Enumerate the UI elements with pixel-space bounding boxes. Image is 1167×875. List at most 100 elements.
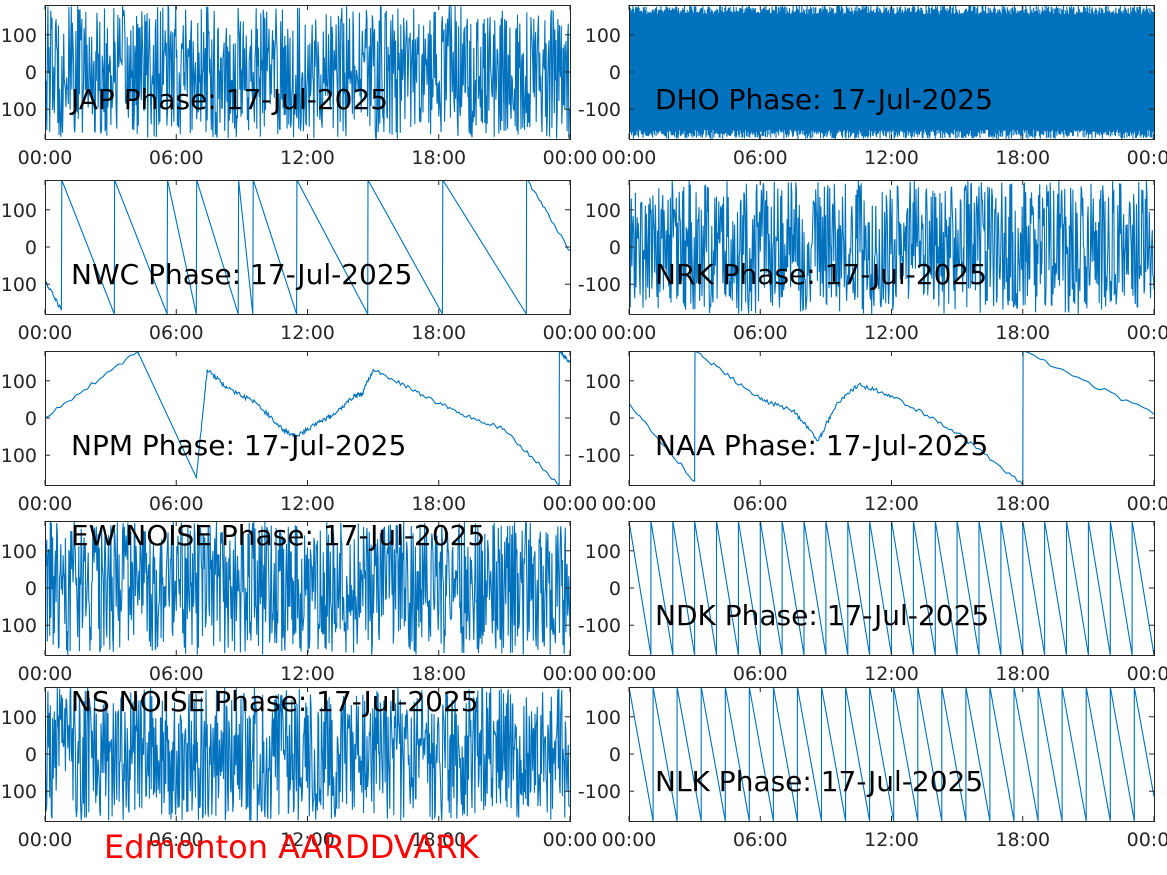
- y-tick-label: 100: [1, 541, 37, 563]
- plot-frame: [629, 351, 1155, 486]
- y-tick-label: 0: [25, 237, 37, 259]
- x-tick-label: 06:00: [149, 663, 204, 685]
- x-tick-label: 06:00: [149, 829, 204, 851]
- y-tick-label: 0: [25, 408, 37, 430]
- y-tick-label: -100: [578, 274, 621, 296]
- y-tick-label: 0: [609, 237, 621, 259]
- y-tick-label: 0: [609, 408, 621, 430]
- series-line-dho: [629, 5, 1154, 139]
- x-tick-label: 18:00: [995, 493, 1050, 515]
- x-tick-label: 00:00: [18, 322, 73, 344]
- chart-title-naa: NAA Phase: 17-Jul-2025: [655, 429, 988, 462]
- x-tick-label: 18:00: [995, 663, 1050, 685]
- x-tick-label: 00:00: [18, 493, 73, 515]
- x-tick-label: 12:00: [864, 493, 919, 515]
- chart-dho: 100 0 -100 00:00 06:00 12:00 18:00 00:00 DHO Pha…: [578, 5, 1167, 169]
- series-line-nwc: [45, 180, 570, 314]
- x-tick-label: 18:00: [411, 493, 466, 515]
- y-tick-label: -100: [578, 99, 621, 121]
- y-tick-label: 100: [1, 25, 37, 47]
- x-tick-label: 00:00: [602, 147, 657, 169]
- chart-npm: 100 0 100 00:00 06:00 12:00 18:00 00:00 NPM Phas…: [1, 351, 598, 515]
- y-tick-label: 0: [25, 744, 37, 766]
- x-tick-label: 00:00: [543, 147, 598, 169]
- y-tick-label: 100: [585, 371, 621, 393]
- y-tick-label: -100: [578, 781, 621, 803]
- y-tick-label: 0: [609, 62, 621, 84]
- chart-title-nwc: NWC Phase: 17-Jul-2025: [71, 258, 412, 291]
- x-tick-label: 00:00: [543, 663, 598, 685]
- x-tick-label: 06:00: [149, 147, 204, 169]
- chart-nwc: 100 0 100 00:00 06:00 12:00 18:00 00:00 NWC Phas…: [1, 180, 598, 344]
- x-tick-label: 18:00: [995, 322, 1050, 344]
- y-tick-label: 100: [1, 781, 37, 803]
- chart-title-nrk: NRK Phase: 17-Jul-2025: [655, 258, 987, 291]
- x-tick-label: 00:00: [18, 147, 73, 169]
- x-tick-label: 00:00: [543, 322, 598, 344]
- y-tick-label: 100: [585, 25, 621, 47]
- x-tick-label: 18:00: [411, 829, 466, 851]
- chart-title-jap: JAP Phase: 17-Jul-2025: [69, 83, 388, 116]
- x-tick-label: 18:00: [995, 147, 1050, 169]
- x-tick-label: 12:00: [864, 663, 919, 685]
- x-tick-label: 00:00: [1127, 663, 1167, 685]
- y-tick-label: 100: [1, 274, 37, 296]
- chart-ndk: 100 0 -100 00:00 06:00 12:00 18:00 00:00 NDK Pha…: [578, 521, 1167, 685]
- plot-frame: [629, 687, 1155, 822]
- x-tick-label: 06:00: [733, 322, 788, 344]
- x-tick-label: 00:00: [18, 663, 73, 685]
- y-tick-label: 100: [1, 445, 37, 467]
- x-tick-label: 06:00: [733, 147, 788, 169]
- y-tick-label: 0: [25, 578, 37, 600]
- y-tick-label: 100: [1, 200, 37, 222]
- x-tick-label: 00:00: [602, 663, 657, 685]
- x-tick-label: 12:00: [280, 147, 335, 169]
- x-tick-label: 00:00: [602, 829, 657, 851]
- x-tick-label: 06:00: [149, 493, 204, 515]
- station-footer: Edmonton AARDDVARK: [104, 828, 479, 866]
- chart-title-dho: DHO Phase: 17-Jul-2025: [655, 83, 993, 116]
- series-line-nlk: [629, 687, 1154, 821]
- chart-title-ndk: NDK Phase: 17-Jul-2025: [655, 599, 989, 632]
- x-tick-label: 00:00: [543, 493, 598, 515]
- series-line-ndk: [629, 521, 1154, 655]
- chart-jap: 100 0 100 00:00 06:00 12:00 18:00 00:00 JAP Phas…: [1, 5, 598, 169]
- y-tick-label: 100: [585, 707, 621, 729]
- x-tick-label: 00:00: [18, 829, 73, 851]
- x-tick-label: 06:00: [733, 663, 788, 685]
- chart-title-npm: NPM Phase: 17-Jul-2025: [71, 429, 406, 462]
- y-tick-label: 0: [25, 62, 37, 84]
- x-tick-label: 00:00: [602, 322, 657, 344]
- chart-title-ns-noise: NS NOISE Phase: 17-Jul-2025: [71, 685, 479, 718]
- series-line-nrk: [629, 180, 1154, 314]
- y-tick-label: -100: [578, 445, 621, 467]
- series-line-naa: [629, 351, 1154, 485]
- series-line-jap: [45, 5, 570, 139]
- y-tick-label: 100: [585, 541, 621, 563]
- x-tick-label: 00:00: [543, 829, 598, 851]
- x-tick-label: 00:00: [1127, 322, 1167, 344]
- x-tick-label: 00:00: [1127, 493, 1167, 515]
- x-tick-label: 12:00: [864, 829, 919, 851]
- y-tick-label: 100: [1, 707, 37, 729]
- chart-nlk: 100 0 -100 00:00 06:00 12:00 18:00 00:00 NLK Pha…: [578, 687, 1167, 851]
- x-tick-label: 12:00: [280, 493, 335, 515]
- x-tick-label: 18:00: [411, 147, 466, 169]
- x-tick-label: 00:00: [1127, 147, 1167, 169]
- y-tick-label: 100: [1, 371, 37, 393]
- x-tick-label: 00:00: [602, 493, 657, 515]
- x-tick-label: 12:00: [280, 322, 335, 344]
- plot-frame: [45, 351, 571, 486]
- x-tick-label: 18:00: [411, 663, 466, 685]
- y-tick-label: 0: [609, 744, 621, 766]
- y-tick-label: 0: [609, 578, 621, 600]
- chart-naa: 100 0 -100 00:00 06:00 12:00 18:00 00:00 NAA Pha…: [578, 351, 1167, 515]
- x-tick-label: 12:00: [280, 663, 335, 685]
- x-tick-label: 12:00: [864, 322, 919, 344]
- x-tick-label: 12:00: [280, 829, 335, 851]
- series-line-ew-noise: [45, 521, 570, 655]
- x-tick-label: 06:00: [733, 829, 788, 851]
- y-tick-label: 100: [1, 615, 37, 637]
- chart-title-ew-noise: EW NOISE Phase: 17-Jul-2025: [71, 519, 485, 552]
